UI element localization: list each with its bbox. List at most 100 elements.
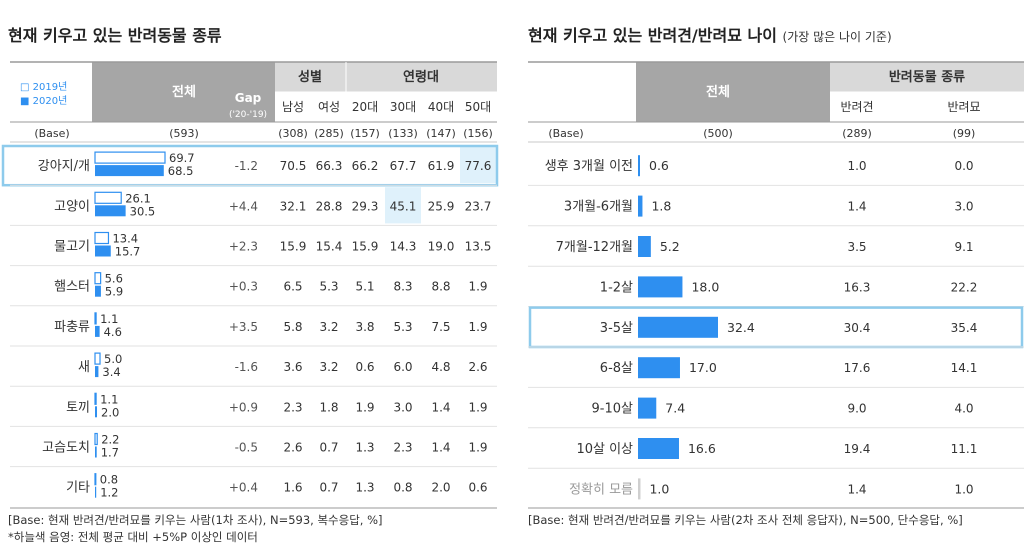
left-cell-value: 66.3 <box>316 159 343 173</box>
right-base-value-0: (289) <box>842 127 872 140</box>
left-table-body: 남성 여성 20대 30대 40대 50대 (308) (285) (157) (133) (147… <box>1 100 499 500</box>
legend-2019: □ 2019년 <box>20 81 67 93</box>
left-table-chart: □ 2019년 ■ 2020년 전체 Gap ('20-'19) 성별 연령대 … <box>1 61 499 509</box>
left-footnote-1: [Base: 현재 반려견/반려묘를 키우는 사람(1차 조사), N=593,… <box>8 513 383 527</box>
left-subheader-3: 30대 <box>390 100 416 114</box>
bar-2019 <box>94 432 98 446</box>
right-chart-title-sub: (가장 많은 나이 기준) <box>782 30 892 44</box>
left-cell-value: 15.9 <box>352 240 379 254</box>
right-dog-value: 1.4 <box>847 200 866 214</box>
left-cell-value: 7.5 <box>431 320 450 334</box>
left-cell-value: 77.6 <box>465 159 492 173</box>
left-cell-value: 0.6 <box>355 360 374 374</box>
left-cell-value: 2.0 <box>431 481 450 495</box>
bar-2019 <box>94 231 110 245</box>
right-row-label: 3-5살 <box>600 321 633 336</box>
left-header: □ 2019년 ■ 2020년 전체 Gap ('20-'19) 성별 연령대 … <box>10 61 497 509</box>
left-cell-value: 5.8 <box>283 320 302 334</box>
bar-2019 <box>94 151 166 164</box>
bar-2019 <box>94 191 122 204</box>
right-header-total: 전체 <box>706 84 730 100</box>
left-gap-value: +0.4 <box>229 481 258 495</box>
left-cell-value: 2.6 <box>468 360 487 374</box>
left-cell-value: 15.4 <box>316 240 343 254</box>
right-header-group: 반려동물 종류 <box>889 69 965 85</box>
left-row-label: 햄스터 <box>54 279 90 295</box>
right-base-label: (Base) <box>548 127 583 140</box>
right-cat-value: 11.1 <box>951 442 978 456</box>
age-bar <box>638 316 718 338</box>
left-cell-highlight <box>385 187 421 224</box>
age-bar-value: 7.4 <box>665 401 685 416</box>
right-cat-value: 3.0 <box>954 200 973 214</box>
left-gap-value: -1.6 <box>235 360 258 374</box>
right-row-label: 3개월-6개월 <box>564 200 633 215</box>
bar-2019-value: 1.1 <box>100 312 118 326</box>
left-header-group-bg <box>275 62 497 92</box>
right-table-chart: 전체 반려동물 종류 (Base) (500) 반려견 반려묘 (289) (99) 생… <box>528 61 1024 509</box>
left-cell-value: 1.9 <box>468 400 487 414</box>
left-cell-value: 5.3 <box>319 280 338 294</box>
bar-2020 <box>95 165 164 177</box>
left-base-value-2: (157) <box>350 127 380 140</box>
left-cell-value: 1.3 <box>355 481 374 495</box>
right-dog-value: 17.6 <box>844 361 871 375</box>
left-cell-value: 61.9 <box>428 159 455 173</box>
left-cell-highlight <box>460 147 496 184</box>
left-cell-value: 14.3 <box>390 240 417 254</box>
left-cell-value: 19.0 <box>428 240 455 254</box>
left-cell-value: 2.6 <box>283 441 302 455</box>
age-bar-value: 18.0 <box>691 279 719 294</box>
bar-2020 <box>95 366 99 378</box>
left-row-label: 고슴도치 <box>42 441 90 456</box>
left-cell-value: 1.9 <box>468 280 487 294</box>
left-cell-value: 0.7 <box>319 441 338 455</box>
bar-2020-value: 30.5 <box>130 204 156 218</box>
age-bar-value: 1.0 <box>649 481 669 496</box>
bar-2020-value: 68.5 <box>168 164 194 178</box>
right-cat-value: 35.4 <box>951 321 978 335</box>
bar-2020-value: 15.7 <box>115 245 141 259</box>
right-dog-value: 19.4 <box>844 442 871 456</box>
right-chart-title: 현재 키우고 있는 반려견/반려묘 나이 (가장 많은 나이 기준) <box>528 22 892 46</box>
bar-2019-value: 1.1 <box>100 392 118 406</box>
left-cell-value: 13.5 <box>465 240 492 254</box>
left-cell-value: 70.5 <box>280 159 307 173</box>
left-base-total: (593) <box>169 127 199 140</box>
left-cell-value: 4.8 <box>431 360 450 374</box>
left-gap-value: +0.3 <box>229 280 258 294</box>
right-base-total: (500) <box>703 127 733 140</box>
right-dog-value: 30.4 <box>844 321 871 335</box>
bar-2019-value: 13.4 <box>112 232 138 246</box>
left-header-total-bg <box>92 62 275 122</box>
left-gap-value: -1.2 <box>235 159 258 173</box>
bar-2020 <box>95 486 97 498</box>
right-cat-value: 1.0 <box>954 482 973 496</box>
left-subheader-5: 50대 <box>465 100 491 114</box>
left-cell-value: 67.7 <box>390 159 417 173</box>
left-cell-value: 1.8 <box>319 400 338 414</box>
bar-2019-value: 5.6 <box>105 272 123 286</box>
bar-2019 <box>94 272 102 285</box>
left-cell-value: 0.6 <box>468 481 487 495</box>
left-base-value-1: (285) <box>314 127 344 140</box>
left-header-gender: 성별 <box>298 69 322 85</box>
left-cell-value: 1.3 <box>355 441 374 455</box>
right-cat-value: 22.2 <box>951 280 978 294</box>
left-cell-value: 3.0 <box>393 400 412 414</box>
right-chart-title-main: 현재 키우고 있는 반려견/반려묘 나이 <box>528 26 777 45</box>
age-bar <box>638 478 641 500</box>
left-row-label: 물고기 <box>54 240 90 255</box>
left-gap-value: +2.3 <box>229 240 258 254</box>
bar-2019-value: 26.1 <box>125 191 151 205</box>
right-cat-value: 4.0 <box>954 402 973 416</box>
bar-2020 <box>95 285 101 297</box>
right-header-group-bg <box>830 62 1024 92</box>
age-bar-value: 1.8 <box>651 199 671 214</box>
right-row-label: 6-8살 <box>600 361 633 376</box>
left-cell-value: 3.8 <box>355 320 374 334</box>
right-dog-value: 16.3 <box>844 280 871 294</box>
left-subheader-0: 남성 <box>282 100 304 114</box>
left-cell-value: 29.3 <box>352 199 379 213</box>
right-row-label: 정확히 모름 <box>569 482 633 497</box>
